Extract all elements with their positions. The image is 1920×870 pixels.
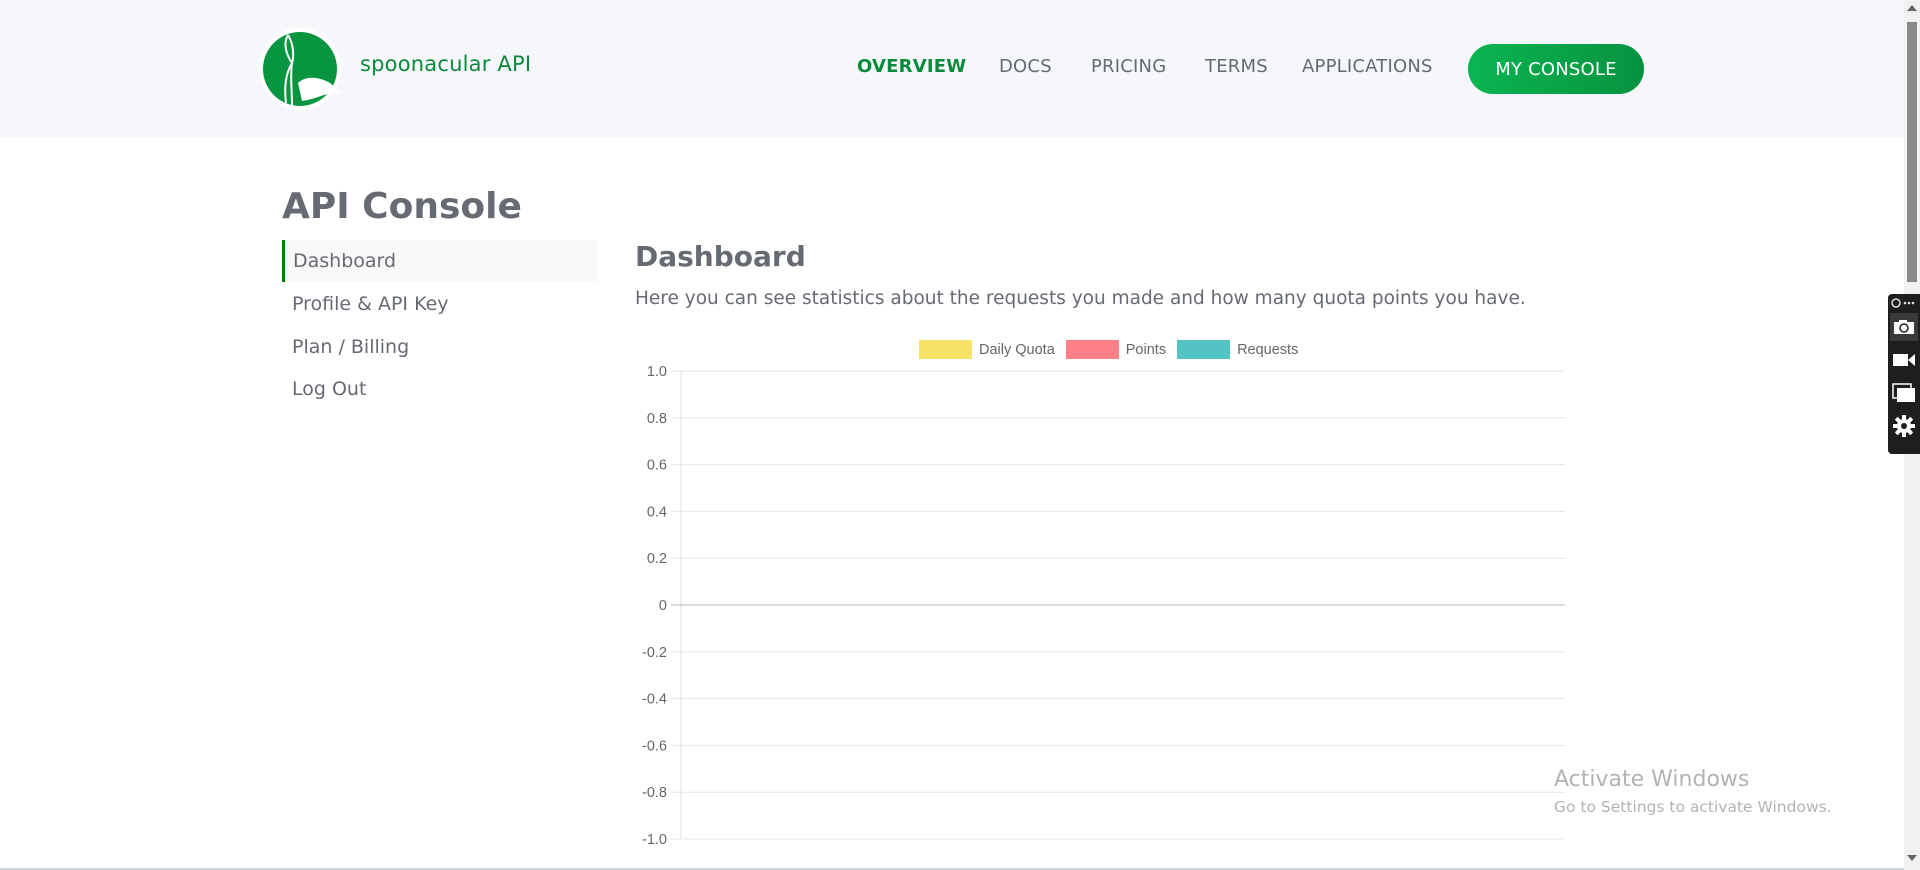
section-title: Dashboard — [635, 240, 806, 273]
y-tick-label: 1.0 — [647, 364, 667, 380]
scroll-up-icon[interactable] — [1907, 5, 1917, 11]
y-tick-label: 0 — [659, 598, 667, 614]
legend-label: Requests — [1237, 341, 1299, 358]
window-icon[interactable] — [1890, 379, 1918, 407]
y-tick-label: -0.4 — [642, 692, 667, 708]
page-bottom-border — [0, 868, 1904, 870]
legend-item-points[interactable]: Points — [1065, 340, 1167, 359]
more-icon[interactable] — [1890, 294, 1918, 312]
nav-terms[interactable]: TERMS — [1205, 56, 1268, 77]
scroll-down-icon[interactable] — [1907, 855, 1917, 861]
my-console-button[interactable]: MY CONSOLE — [1468, 44, 1644, 94]
y-tick-label: 0.2 — [647, 551, 667, 567]
y-tick-label: -0.6 — [642, 738, 667, 754]
nav-docs[interactable]: DOCS — [999, 56, 1052, 77]
legend-swatch — [1177, 340, 1231, 359]
page-title: API Console — [282, 186, 522, 227]
sidebar-item-dashboard[interactable]: Dashboard — [282, 240, 597, 282]
chart-legend: Daily Quota Points Requests — [919, 340, 1309, 359]
nav-pricing[interactable]: PRICING — [1091, 56, 1167, 77]
legend-swatch — [919, 340, 972, 359]
y-tick-label: -0.2 — [642, 645, 667, 661]
y-tick-label: 0.4 — [647, 504, 667, 520]
legend-label: Points — [1125, 341, 1167, 358]
dashboard-chart: 1.0 0.8 0.6 0.4 0.2 0 -0.2 -0.4 -0.6 -0.8 -1.0 — [642, 364, 1565, 848]
video-icon[interactable] — [1890, 346, 1918, 374]
capture-toolbar — [1888, 294, 1920, 454]
watermark-title: Activate Windows — [1554, 767, 1750, 792]
settings-gear-icon[interactable] — [1890, 412, 1918, 440]
sidebar-item-logout[interactable]: Log Out — [292, 378, 367, 400]
sidebar-item-profile[interactable]: Profile & API Key — [292, 293, 449, 315]
brand-name[interactable]: spoonacular API — [360, 52, 532, 76]
spoonacular-logo[interactable] — [258, 27, 342, 111]
y-tick-label: -0.8 — [642, 785, 667, 801]
legend-label: Daily Quota — [979, 341, 1055, 358]
sidebar-item-billing[interactable]: Plan / Billing — [292, 336, 410, 358]
camera-icon[interactable] — [1890, 313, 1918, 341]
y-tick-label: -1.0 — [642, 832, 667, 848]
activate-windows-watermark: Activate Windows Go to Settings to activ… — [1554, 767, 1832, 816]
legend-item-requests[interactable]: Requests — [1177, 340, 1298, 359]
y-tick-label: 0.6 — [647, 458, 667, 474]
watermark-subtitle: Go to Settings to activate Windows. — [1554, 798, 1832, 816]
y-tick-label: 0.8 — [647, 411, 667, 427]
section-description: Here you can see statistics about the re… — [635, 288, 1526, 309]
scrollbar-thumb[interactable] — [1907, 22, 1917, 282]
nav-overview[interactable]: OVERVIEW — [857, 56, 967, 77]
nav-applications[interactable]: APPLICATIONS — [1302, 56, 1433, 77]
site-header: spoonacular API OVERVIEW DOCS PRICING TE… — [0, 0, 1904, 137]
legend-swatch — [1065, 340, 1119, 359]
legend-item-daily-quota[interactable]: Daily Quota — [919, 340, 1055, 359]
